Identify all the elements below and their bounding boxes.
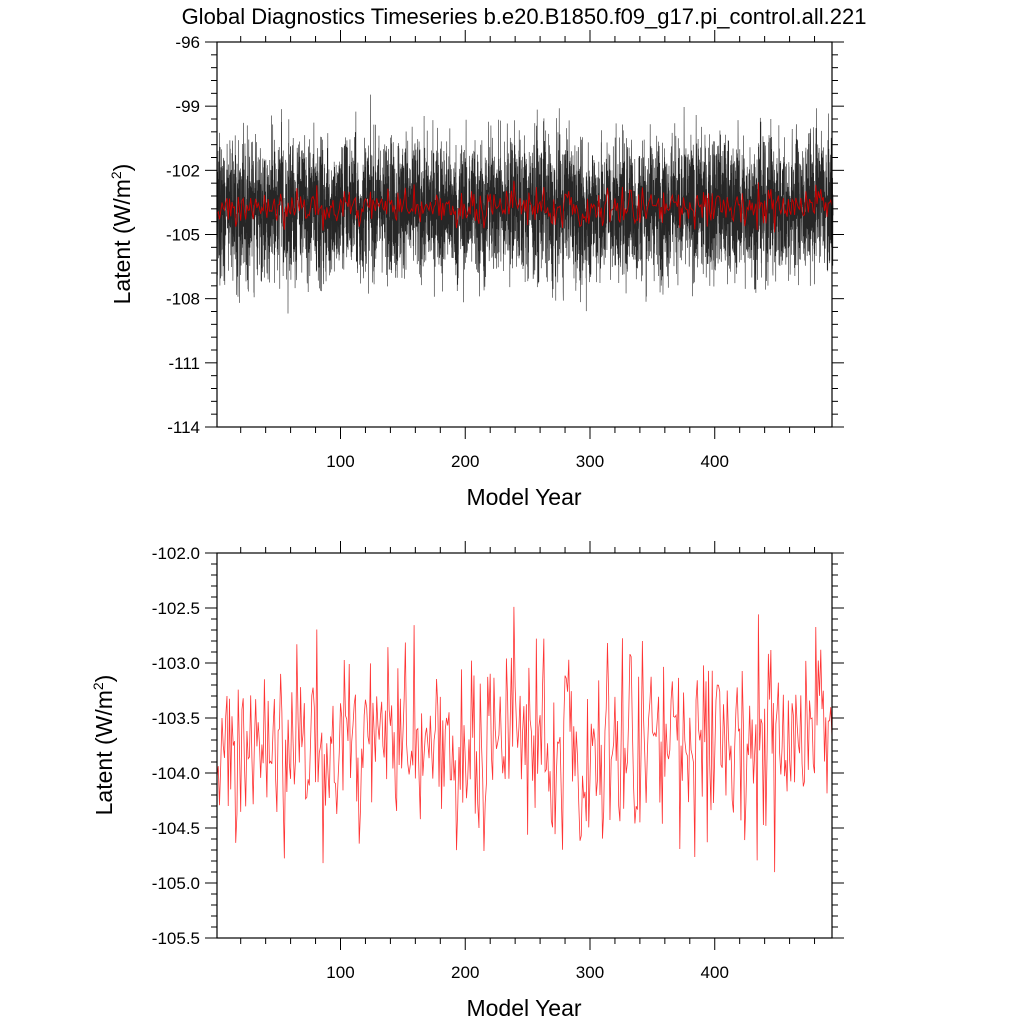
y-tick-label: -102.0: [152, 544, 200, 563]
y-tick-label: -105: [166, 226, 200, 245]
plot-frame: [216, 552, 833, 939]
y-tick-label: -104.0: [152, 764, 200, 783]
x-tick-label: 400: [701, 963, 729, 982]
y-tick-label: -102: [166, 161, 200, 180]
y-tick-label: -96: [175, 33, 200, 52]
ticks-layer: -96 -99 -102 -105 -108 -111 -114 100 200 300 400: [166, 30, 844, 471]
y-tick-label: -105.5: [152, 929, 200, 948]
series-layer: [216, 94, 834, 314]
x-tick-label: 200: [451, 963, 479, 982]
x-tick-label: 100: [326, 452, 354, 471]
y-tick-label: -102.5: [152, 599, 200, 618]
panel-annual: -102.0 -102.5 -103.0 -103.5 -104.0 -104.5 -105…: [90, 541, 844, 1021]
y-tick-label: -104.5: [152, 819, 200, 838]
y-tick-label: -111: [168, 354, 200, 373]
figure-title: Global Diagnostics Timeseries b.e20.B185…: [182, 4, 867, 29]
ticks-layer: -102.0 -102.5 -103.0 -103.5 -104.0 -104.5 -105…: [152, 541, 844, 982]
panel-monthly-and-annual: -96 -99 -102 -105 -108 -111 -114 100 200 300 400 M…: [108, 30, 844, 510]
x-tick-label: 400: [701, 452, 729, 471]
y-axis-title: Latent (W/m2): [108, 164, 135, 305]
y-tick-label: -114: [167, 418, 200, 437]
x-tick-label: 300: [576, 452, 604, 471]
x-tick-label: 200: [451, 452, 479, 471]
series-layer: [216, 606, 833, 873]
series-line-monthly: [216, 94, 834, 314]
y-tick-label: -108: [166, 290, 200, 309]
y-tick-label: -99: [175, 97, 200, 116]
x-tick-label: 100: [326, 963, 354, 982]
series-line-annual: [216, 606, 833, 873]
x-axis-title: Model Year: [466, 995, 581, 1021]
x-tick-label: 300: [576, 963, 604, 982]
y-tick-label: -103.5: [152, 709, 200, 728]
y-axis-title: Latent (W/m2): [90, 675, 117, 816]
y-tick-label: -103.0: [152, 654, 200, 673]
y-tick-label: -105.0: [152, 874, 200, 893]
series-line-annual: [216, 180, 833, 233]
x-axis-title: Model Year: [466, 484, 581, 510]
